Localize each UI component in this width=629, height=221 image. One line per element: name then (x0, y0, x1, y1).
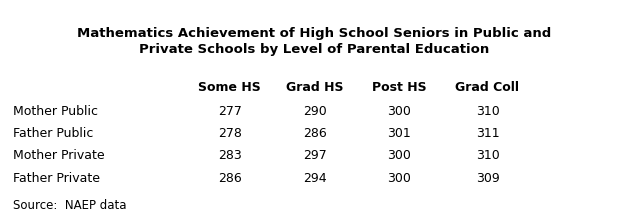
Text: 310: 310 (476, 105, 499, 118)
Text: 294: 294 (303, 171, 326, 185)
Text: 290: 290 (303, 105, 326, 118)
Text: Grad Coll: Grad Coll (455, 81, 520, 94)
Text: Mother Private: Mother Private (13, 149, 104, 162)
Text: 311: 311 (476, 127, 499, 140)
Text: 310: 310 (476, 149, 499, 162)
Text: Mathematics Achievement of High School Seniors in Public and
Private Schools by : Mathematics Achievement of High School S… (77, 27, 552, 55)
Text: 283: 283 (218, 149, 242, 162)
Text: 309: 309 (476, 171, 499, 185)
Text: Father Public: Father Public (13, 127, 93, 140)
Text: 286: 286 (303, 127, 326, 140)
Text: Grad HS: Grad HS (286, 81, 343, 94)
Text: 300: 300 (387, 171, 411, 185)
Text: Post HS: Post HS (372, 81, 426, 94)
Text: 297: 297 (303, 149, 326, 162)
Text: 277: 277 (218, 105, 242, 118)
Text: 300: 300 (387, 105, 411, 118)
Text: Father Private: Father Private (13, 171, 99, 185)
Text: 300: 300 (387, 149, 411, 162)
Text: 278: 278 (218, 127, 242, 140)
Text: Some HS: Some HS (198, 81, 261, 94)
Text: 301: 301 (387, 127, 411, 140)
Text: 286: 286 (218, 171, 242, 185)
Text: Mother Public: Mother Public (13, 105, 97, 118)
Text: Source:  NAEP data: Source: NAEP data (13, 199, 126, 212)
